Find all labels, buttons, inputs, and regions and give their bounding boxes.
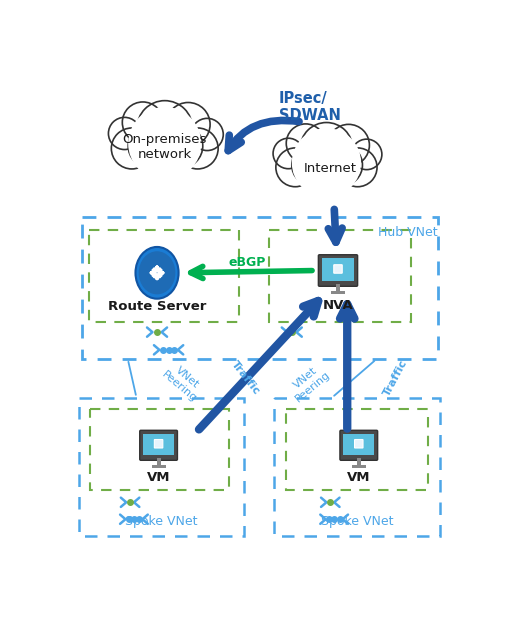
Circle shape: [128, 107, 201, 180]
FancyBboxPatch shape: [154, 439, 163, 448]
Bar: [157, 459, 161, 465]
Circle shape: [338, 148, 377, 187]
Bar: [143, 434, 174, 455]
Circle shape: [273, 138, 304, 169]
Bar: [269, 230, 411, 322]
Circle shape: [191, 119, 223, 151]
Text: Hub VNet: Hub VNet: [378, 226, 438, 239]
Circle shape: [139, 125, 190, 177]
Text: Traffic: Traffic: [229, 360, 262, 397]
Circle shape: [128, 124, 172, 168]
Text: VNet
Peering: VNet Peering: [160, 360, 206, 404]
Circle shape: [286, 124, 325, 163]
Bar: [152, 465, 165, 468]
Circle shape: [137, 101, 193, 156]
Circle shape: [292, 144, 334, 186]
Text: Spoke VNet: Spoke VNet: [321, 515, 393, 528]
Text: VM: VM: [147, 471, 170, 484]
Circle shape: [108, 117, 140, 150]
Bar: [90, 409, 229, 490]
Circle shape: [292, 128, 361, 197]
Bar: [285, 409, 428, 490]
Text: On-premises
network: On-premises network: [123, 133, 207, 161]
Circle shape: [351, 139, 382, 169]
Circle shape: [302, 145, 351, 194]
Text: VM: VM: [347, 471, 371, 484]
FancyBboxPatch shape: [334, 265, 342, 273]
Bar: [322, 258, 354, 281]
Circle shape: [276, 148, 315, 187]
Bar: [274, 397, 440, 536]
Text: Traffic: Traffic: [382, 358, 410, 398]
Bar: [79, 397, 244, 536]
Bar: [343, 434, 374, 455]
Circle shape: [177, 128, 218, 169]
Ellipse shape: [139, 252, 175, 294]
Bar: [89, 230, 239, 322]
Text: Spoke VNet: Spoke VNet: [125, 515, 197, 528]
Text: Route Server: Route Server: [108, 300, 206, 313]
FancyBboxPatch shape: [340, 430, 378, 460]
Circle shape: [159, 124, 203, 168]
Circle shape: [321, 144, 363, 186]
Circle shape: [328, 124, 370, 166]
Bar: [357, 459, 360, 465]
Text: NVA: NVA: [322, 298, 353, 311]
FancyBboxPatch shape: [318, 255, 357, 286]
Ellipse shape: [135, 247, 178, 298]
Text: VNet
Peering: VNet Peering: [286, 360, 333, 404]
Circle shape: [112, 128, 152, 169]
Circle shape: [300, 122, 353, 175]
Circle shape: [166, 103, 210, 146]
Text: Internet: Internet: [304, 163, 357, 176]
Text: eBGP: eBGP: [229, 255, 266, 269]
Text: IPsec/
SDWAN: IPsec/ SDWAN: [279, 91, 341, 124]
Circle shape: [122, 102, 163, 143]
FancyBboxPatch shape: [354, 439, 363, 448]
Bar: [352, 465, 366, 468]
Bar: [331, 290, 345, 294]
FancyBboxPatch shape: [140, 430, 177, 460]
Bar: [336, 284, 340, 290]
Bar: [82, 217, 438, 359]
